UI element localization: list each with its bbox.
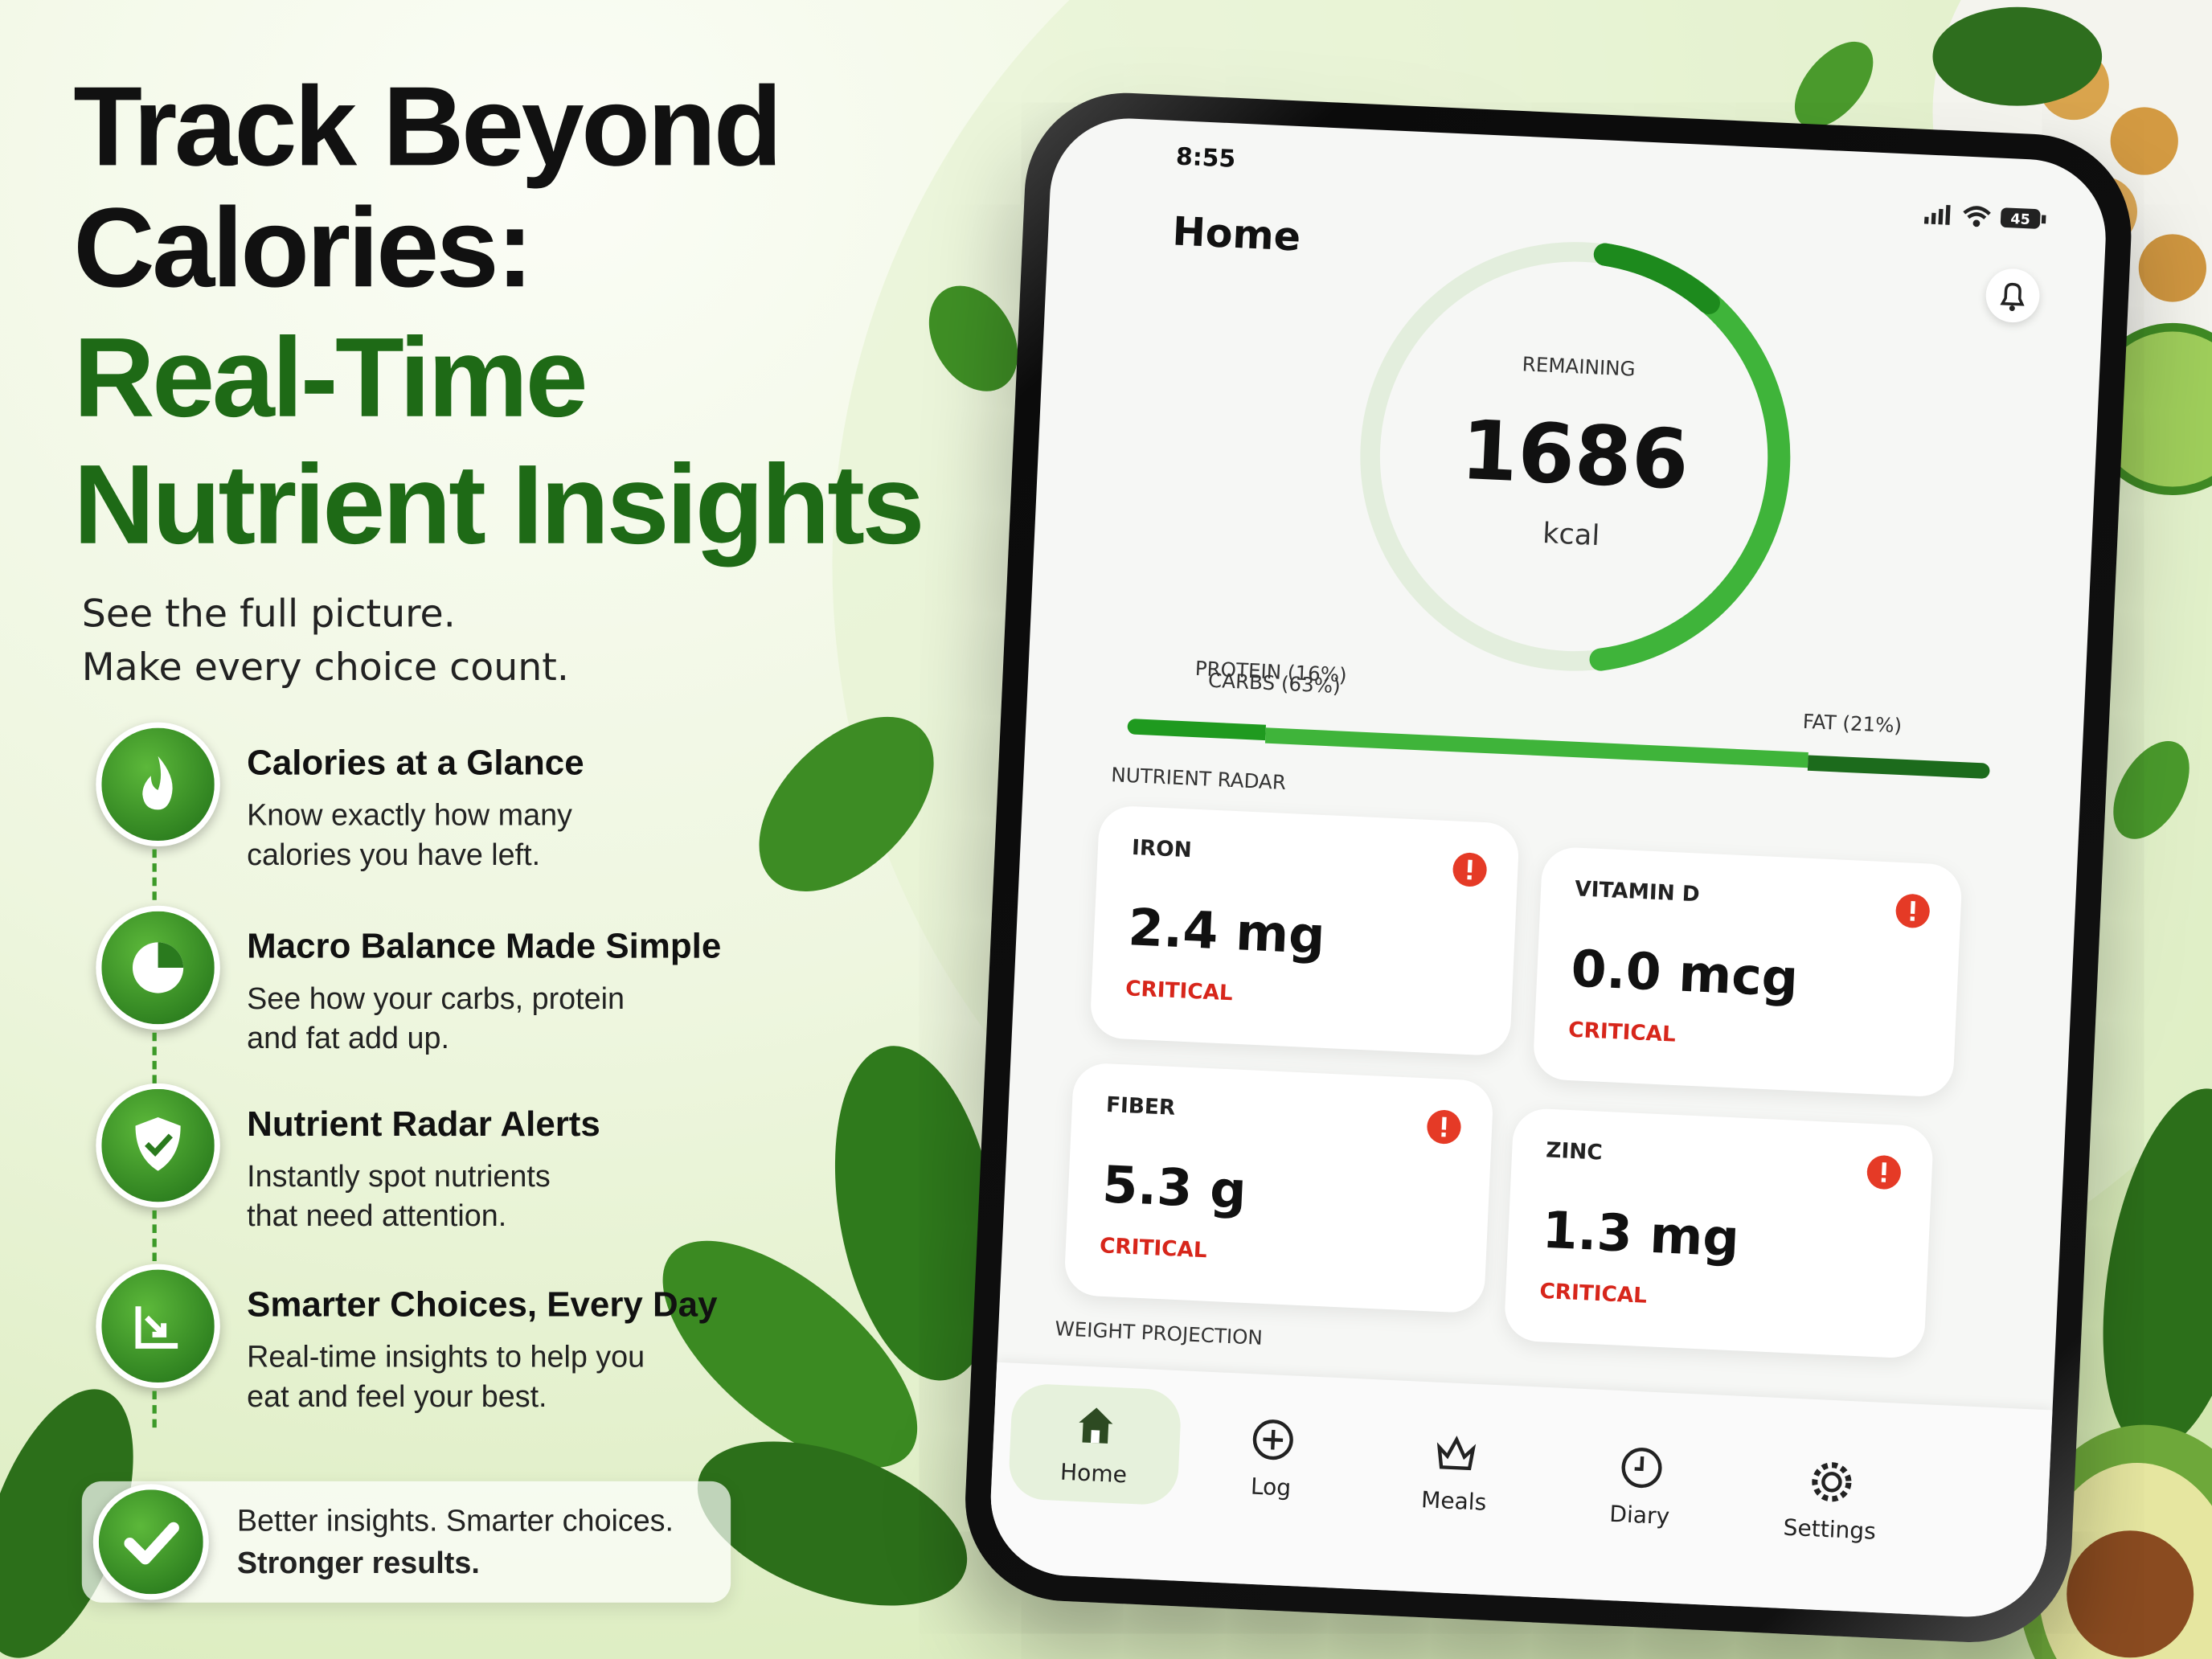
nutrient-card: FIBER 5.3 g CRITICAL <box>1063 1062 1494 1314</box>
section-title: WEIGHT PROJECTION <box>1054 1318 1264 1350</box>
nav-label: Log <box>1250 1473 1292 1501</box>
nav-button[interactable]: Diary <box>1554 1424 1728 1547</box>
nutrient-status: CRITICAL <box>1124 975 1234 1006</box>
bell-icon <box>2000 282 2025 312</box>
feature-title: Macro Balance Made Simple <box>247 927 722 967</box>
nav-icon <box>1616 1441 1669 1494</box>
feature-connector <box>152 1210 157 1262</box>
alert-glyph <box>1881 1162 1887 1182</box>
notifications-button[interactable] <box>1985 267 2041 324</box>
nav-glyph <box>1252 1419 1293 1460</box>
nutrient-status: CRITICAL <box>1538 1278 1648 1309</box>
nav-icon <box>1429 1428 1482 1481</box>
tablet: 8:55 45 Home REMAINING 1686 kcal PROTEIN… <box>961 88 2136 1647</box>
alert-icon <box>1895 893 1931 929</box>
nav-button[interactable]: Log <box>1185 1396 1359 1519</box>
nav-glyph <box>1621 1448 1662 1489</box>
status-time: 8:55 <box>1175 143 1236 174</box>
nav-label: Home <box>1059 1458 1128 1489</box>
nutrient-status: CRITICAL <box>1567 1017 1677 1047</box>
nutrient-card: ZINC 1.3 mg CRITICAL <box>1503 1107 1935 1359</box>
feature-icon <box>96 722 220 847</box>
battery-level: 45 <box>2010 211 2030 228</box>
feature-icon <box>96 1083 220 1208</box>
feature-connector <box>152 1032 157 1083</box>
feature-glyph <box>135 1117 181 1171</box>
section-title: NUTRIENT RADAR <box>1110 764 1287 795</box>
feature-title: Nutrient Radar Alerts <box>247 1104 600 1145</box>
headline-line: Calories: <box>73 184 534 311</box>
feature-title: Calories at a Glance <box>247 743 584 784</box>
feature-connector <box>152 849 157 900</box>
nav-glyph <box>1436 1436 1477 1471</box>
alert-icon <box>1866 1154 1902 1190</box>
alert-icon <box>1452 851 1488 887</box>
nav-icon <box>1069 1399 1122 1452</box>
headline-accent-line: Real-Time <box>73 314 588 440</box>
nav-label: Settings <box>1782 1514 1877 1545</box>
nav-button[interactable]: Meals <box>1368 1411 1542 1534</box>
subtitle-line: Make every choice count. <box>81 645 569 690</box>
nutrient-value: 5.3 g <box>1100 1157 1248 1222</box>
nav-glyph <box>1812 1462 1852 1502</box>
nutrient-card: VITAMIN D 0.0 mcg CRITICAL <box>1532 846 1964 1098</box>
alert-glyph <box>1441 1116 1447 1137</box>
feature-title: Smarter Choices, Every Day <box>247 1284 718 1325</box>
check-icon <box>92 1484 209 1600</box>
nutrient-card: IRON 2.4 mg CRITICAL <box>1089 805 1520 1057</box>
feature-description: calories you have left. <box>247 838 541 872</box>
feature-glyph <box>142 756 173 810</box>
alert-icon <box>1426 1109 1462 1145</box>
footer-line-strong: Stronger results. <box>236 1546 480 1580</box>
nutrient-value: 2.4 mg <box>1126 899 1327 966</box>
macro-segment <box>1808 755 1990 780</box>
macro-label: FAT (21%) <box>1802 711 1903 739</box>
app-screen: 8:55 45 Home REMAINING 1686 kcal PROTEIN… <box>987 115 2109 1620</box>
nav-icon <box>1247 1413 1300 1466</box>
calorie-ring <box>1360 242 1791 671</box>
nav-glyph <box>1079 1407 1113 1444</box>
macro-segment <box>1127 718 1266 741</box>
nutrient-value: 0.0 mcg <box>1570 940 1800 1010</box>
nutrient-name: VITAMIN D <box>1574 875 1701 907</box>
nutrient-name: FIBER <box>1105 1092 1176 1120</box>
nutrient-name: IRON <box>1131 834 1193 863</box>
feature-description: that need attention. <box>247 1198 507 1233</box>
macro-segment <box>1264 727 1809 768</box>
bottom-nav: Home Log Meals Diary Settings <box>987 1362 2053 1620</box>
screen-title: Home <box>1171 207 1302 260</box>
feature-icon <box>96 1264 220 1389</box>
nutrient-name: ZINC <box>1545 1137 1604 1165</box>
feature-glyph <box>135 1306 178 1349</box>
feature-description: Instantly spot nutrients <box>247 1159 551 1194</box>
footer-note: Better insights. Smarter choices. Strong… <box>81 1481 731 1603</box>
remaining-value: 1686 <box>1458 402 1691 509</box>
nav-label: Meals <box>1420 1485 1488 1516</box>
subtitle-line: See the full picture. <box>81 592 456 637</box>
nutrient-value: 1.3 mg <box>1541 1202 1741 1269</box>
headline-line: Track Beyond <box>73 63 782 190</box>
feature-icon <box>96 905 220 1030</box>
nav-button[interactable]: Settings <box>1743 1439 1918 1562</box>
feature-glyph <box>132 942 184 993</box>
alert-glyph <box>1910 900 1915 921</box>
feature-description: eat and feel your best. <box>247 1379 547 1414</box>
nutrient-status: CRITICAL <box>1099 1232 1208 1264</box>
feature-connector <box>152 1391 157 1428</box>
status-icons: 45 <box>1923 205 2046 229</box>
feature-description: See how your carbs, protein <box>247 981 625 1016</box>
nav-button[interactable]: Home <box>1007 1382 1182 1506</box>
check-glyph <box>124 1522 179 1565</box>
headline-accent-line: Nutrient Insights <box>73 441 924 567</box>
nav-icon <box>1805 1456 1858 1509</box>
feature-description: Real-time insights to help you <box>247 1340 645 1374</box>
footer-line: Better insights. Smarter choices. <box>236 1503 674 1538</box>
nav-label: Diary <box>1608 1500 1670 1530</box>
alert-glyph <box>1467 859 1473 880</box>
feature-description: Know exactly how many <box>247 798 572 833</box>
feature-description: and fat add up. <box>247 1021 449 1055</box>
